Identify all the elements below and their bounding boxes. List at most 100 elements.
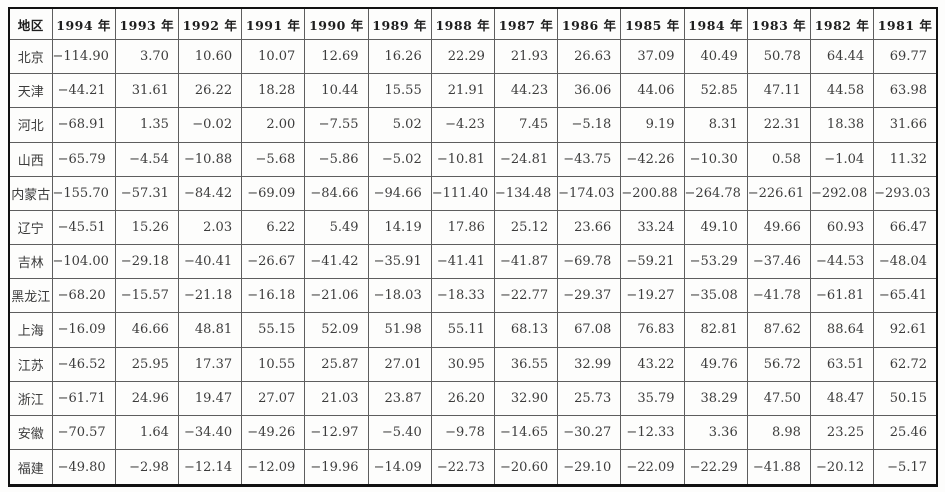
region-label: 吉林 [8,244,53,280]
value-cell: 31.66 [873,107,938,143]
value-cell: −44.21 [51,73,116,109]
value-cell: −22.73 [430,449,495,486]
value-cell: 10.44 [304,73,369,109]
value-cell: −43.75 [557,141,622,177]
value-cell: 56.72 [746,346,811,382]
value-cell: −29.37 [557,278,622,314]
value-cell: −68.20 [51,278,116,314]
value-cell: −12.14 [177,449,243,486]
value-cell: −41.42 [304,244,369,280]
value-cell: 50.78 [746,38,811,75]
value-cell: −12.97 [304,414,369,451]
value-cell: −41.88 [746,449,811,486]
value-cell: −5.18 [557,107,622,143]
year-column-header: 1983 年 [746,7,811,40]
value-cell: −41.87 [493,244,559,280]
value-cell: −292.08 [809,175,875,211]
value-cell: −69.78 [557,244,622,280]
value-cell: −24.81 [493,141,559,177]
value-cell: 46.66 [114,312,179,348]
value-cell: 1.64 [114,414,179,451]
value-cell: −5.40 [367,414,432,451]
value-cell: −155.70 [51,175,116,211]
value-cell: −10.30 [683,141,748,177]
value-cell: −111.40 [430,175,495,211]
value-cell: 3.36 [683,414,748,451]
value-cell: −15.57 [114,278,179,314]
value-cell: 38.29 [683,380,748,416]
value-cell: 25.12 [493,209,559,246]
table-row: 浙江 −61.71 24.96 19.47 27.07 21.03 23.87 26.20 32… [8,380,938,416]
value-cell: 76.83 [620,312,685,348]
value-cell: −41.78 [746,278,811,314]
table-row: 山西 −65.79 −4.54 −10.88 −5.68 −5.86 −5.02 −10.81… [8,141,938,177]
value-cell: −0.02 [177,107,243,143]
value-cell: 7.45 [493,107,559,143]
value-cell: 9.19 [620,107,685,143]
value-cell: 68.13 [493,312,559,348]
table-row: 内蒙古 −155.70 −57.31 −84.42 −69.09 −84.66 −94.66… [8,175,938,211]
value-cell: −34.40 [177,414,243,451]
value-cell: −4.54 [114,141,179,177]
value-cell: 18.38 [809,107,875,143]
value-cell: −49.26 [241,414,306,451]
value-cell: −18.03 [367,278,432,314]
value-cell: 25.95 [114,346,179,382]
value-cell: 52.09 [304,312,369,348]
value-cell: 52.85 [683,73,748,109]
region-label: 内蒙古 [8,175,53,211]
value-cell: −21.06 [304,278,369,314]
value-cell: −14.65 [493,414,559,451]
value-cell: −12.33 [620,414,685,451]
region-label: 辽宁 [8,209,53,246]
value-cell: −10.88 [177,141,243,177]
value-cell: −42.26 [620,141,685,177]
value-cell: −68.91 [51,107,116,143]
value-cell: 21.93 [493,38,559,75]
value-cell: 17.37 [177,346,243,382]
value-cell: 26.20 [430,380,495,416]
value-cell: −2.98 [114,449,179,486]
region-column-header: 地区 [8,7,53,40]
value-cell: 0.58 [746,141,811,177]
value-cell: −10.81 [430,141,495,177]
value-cell: −293.03 [873,175,938,211]
value-cell: −44.53 [809,244,875,280]
value-cell: −35.08 [683,278,748,314]
region-label: 江苏 [8,346,53,382]
value-cell: 43.22 [620,346,685,382]
value-cell: 88.64 [809,312,875,348]
year-column-header: 1981 年 [873,7,938,40]
table-body: 北京 −114.90 3.70 10.60 10.07 12.69 16.26 22.29 21… [8,38,938,486]
value-cell: 55.15 [241,312,306,348]
value-cell: −48.04 [873,244,938,280]
value-cell: 64.44 [809,38,875,75]
value-cell: 25.87 [304,346,369,382]
value-cell: −21.18 [177,278,243,314]
value-cell: 15.55 [367,73,432,109]
value-cell: 8.31 [683,107,748,143]
value-cell: 36.06 [557,73,622,109]
value-cell: −16.09 [51,312,116,348]
value-cell: 22.31 [746,107,811,143]
value-cell: 50.15 [873,380,938,416]
value-cell: −20.60 [493,449,559,486]
value-cell: −5.68 [241,141,306,177]
value-cell: 60.93 [809,209,875,246]
value-cell: 49.66 [746,209,811,246]
table-row: 江苏 −46.52 25.95 17.37 10.55 25.87 27.01 30.95 36… [8,346,938,382]
table-row: 北京 −114.90 3.70 10.60 10.07 12.69 16.26 22.29 21… [8,38,938,75]
value-cell: 10.55 [241,346,306,382]
year-column-header: 1990 年 [304,7,369,40]
value-cell: −104.00 [51,244,116,280]
table-row: 吉林 −104.00 −29.18 −40.41 −26.67 −41.42 −35.91−… [8,244,938,280]
value-cell: 5.02 [367,107,432,143]
table-row: 天津 −44.21 31.61 26.22 18.28 10.44 15.55 21.91 44… [8,73,938,109]
region-label: 山西 [8,141,53,177]
value-cell: 23.87 [367,380,432,416]
value-cell: −1.04 [809,141,875,177]
value-cell: −19.27 [620,278,685,314]
value-cell: 25.73 [557,380,622,416]
value-cell: 10.60 [177,38,243,75]
value-cell: 25.46 [873,414,938,451]
